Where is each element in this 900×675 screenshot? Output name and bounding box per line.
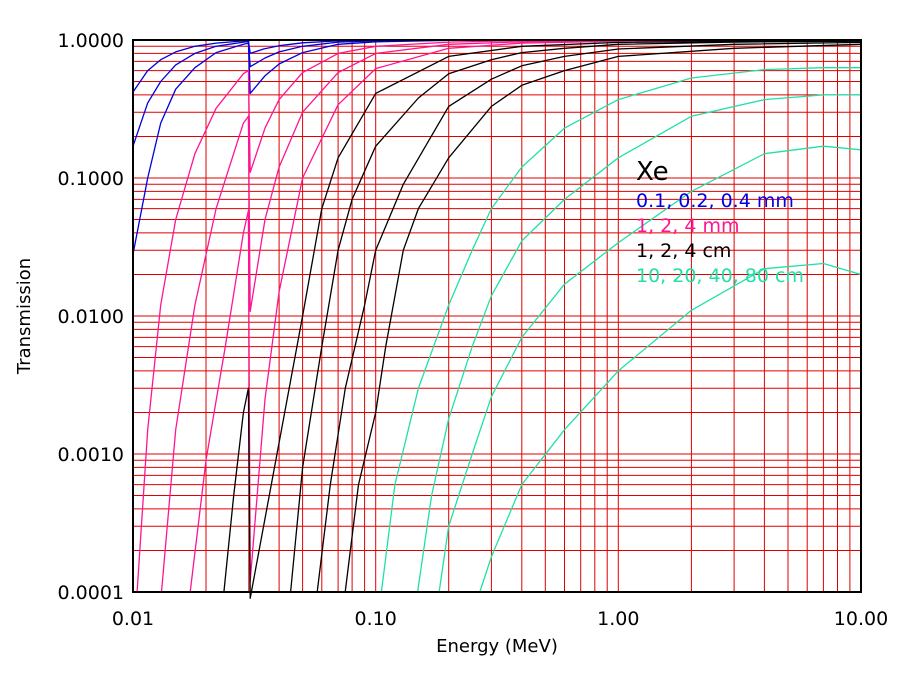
legend: Xe 0.1, 0.2, 0.4 mm 1, 2, 4 mm 1, 2, 4 c… [636, 157, 804, 287]
y-tick-label: 0.1000 [58, 168, 124, 190]
x-tick-label: 0.01 [112, 608, 154, 630]
x-tick-label: 10.00 [834, 608, 888, 630]
y-tick-label: 1.0000 [58, 30, 124, 52]
series-line [160, 39, 862, 593]
x-axis-ticks: 0.01 0.10 1.00 10.00 [112, 608, 888, 630]
legend-entry: 0.1, 0.2, 0.4 mm [636, 190, 794, 212]
y-tick-label: 0.0010 [58, 444, 124, 466]
legend-entry: 1, 2, 4 cm [636, 240, 731, 262]
y-axis-ticks: 0.0001 0.0010 0.0100 0.1000 1.0000 [58, 30, 124, 604]
plot-frame [132, 39, 862, 593]
legend-title: Xe [636, 157, 669, 187]
x-axis-label: Energy (MeV) [436, 636, 558, 657]
series-line [132, 39, 619, 255]
series-line [289, 40, 862, 593]
series-line [316, 41, 862, 593]
series-line [416, 94, 861, 593]
series-line [380, 67, 861, 593]
series-line [344, 43, 862, 593]
series-line [438, 145, 862, 593]
series-line [479, 262, 862, 593]
y-tick-label: 0.0100 [58, 306, 124, 328]
series-group [132, 39, 862, 599]
y-axis-label: Transmission [14, 258, 35, 375]
x-tick-label: 1.00 [597, 608, 639, 630]
y-tick-label: 0.0001 [58, 582, 124, 604]
legend-entry: 10, 20, 40, 80 cm [636, 265, 804, 287]
series-line [223, 39, 862, 599]
series-line [136, 39, 862, 593]
legend-entry: 1, 2, 4 mm [636, 215, 739, 237]
x-tick-label: 0.10 [355, 608, 397, 630]
series-line [189, 39, 862, 593]
